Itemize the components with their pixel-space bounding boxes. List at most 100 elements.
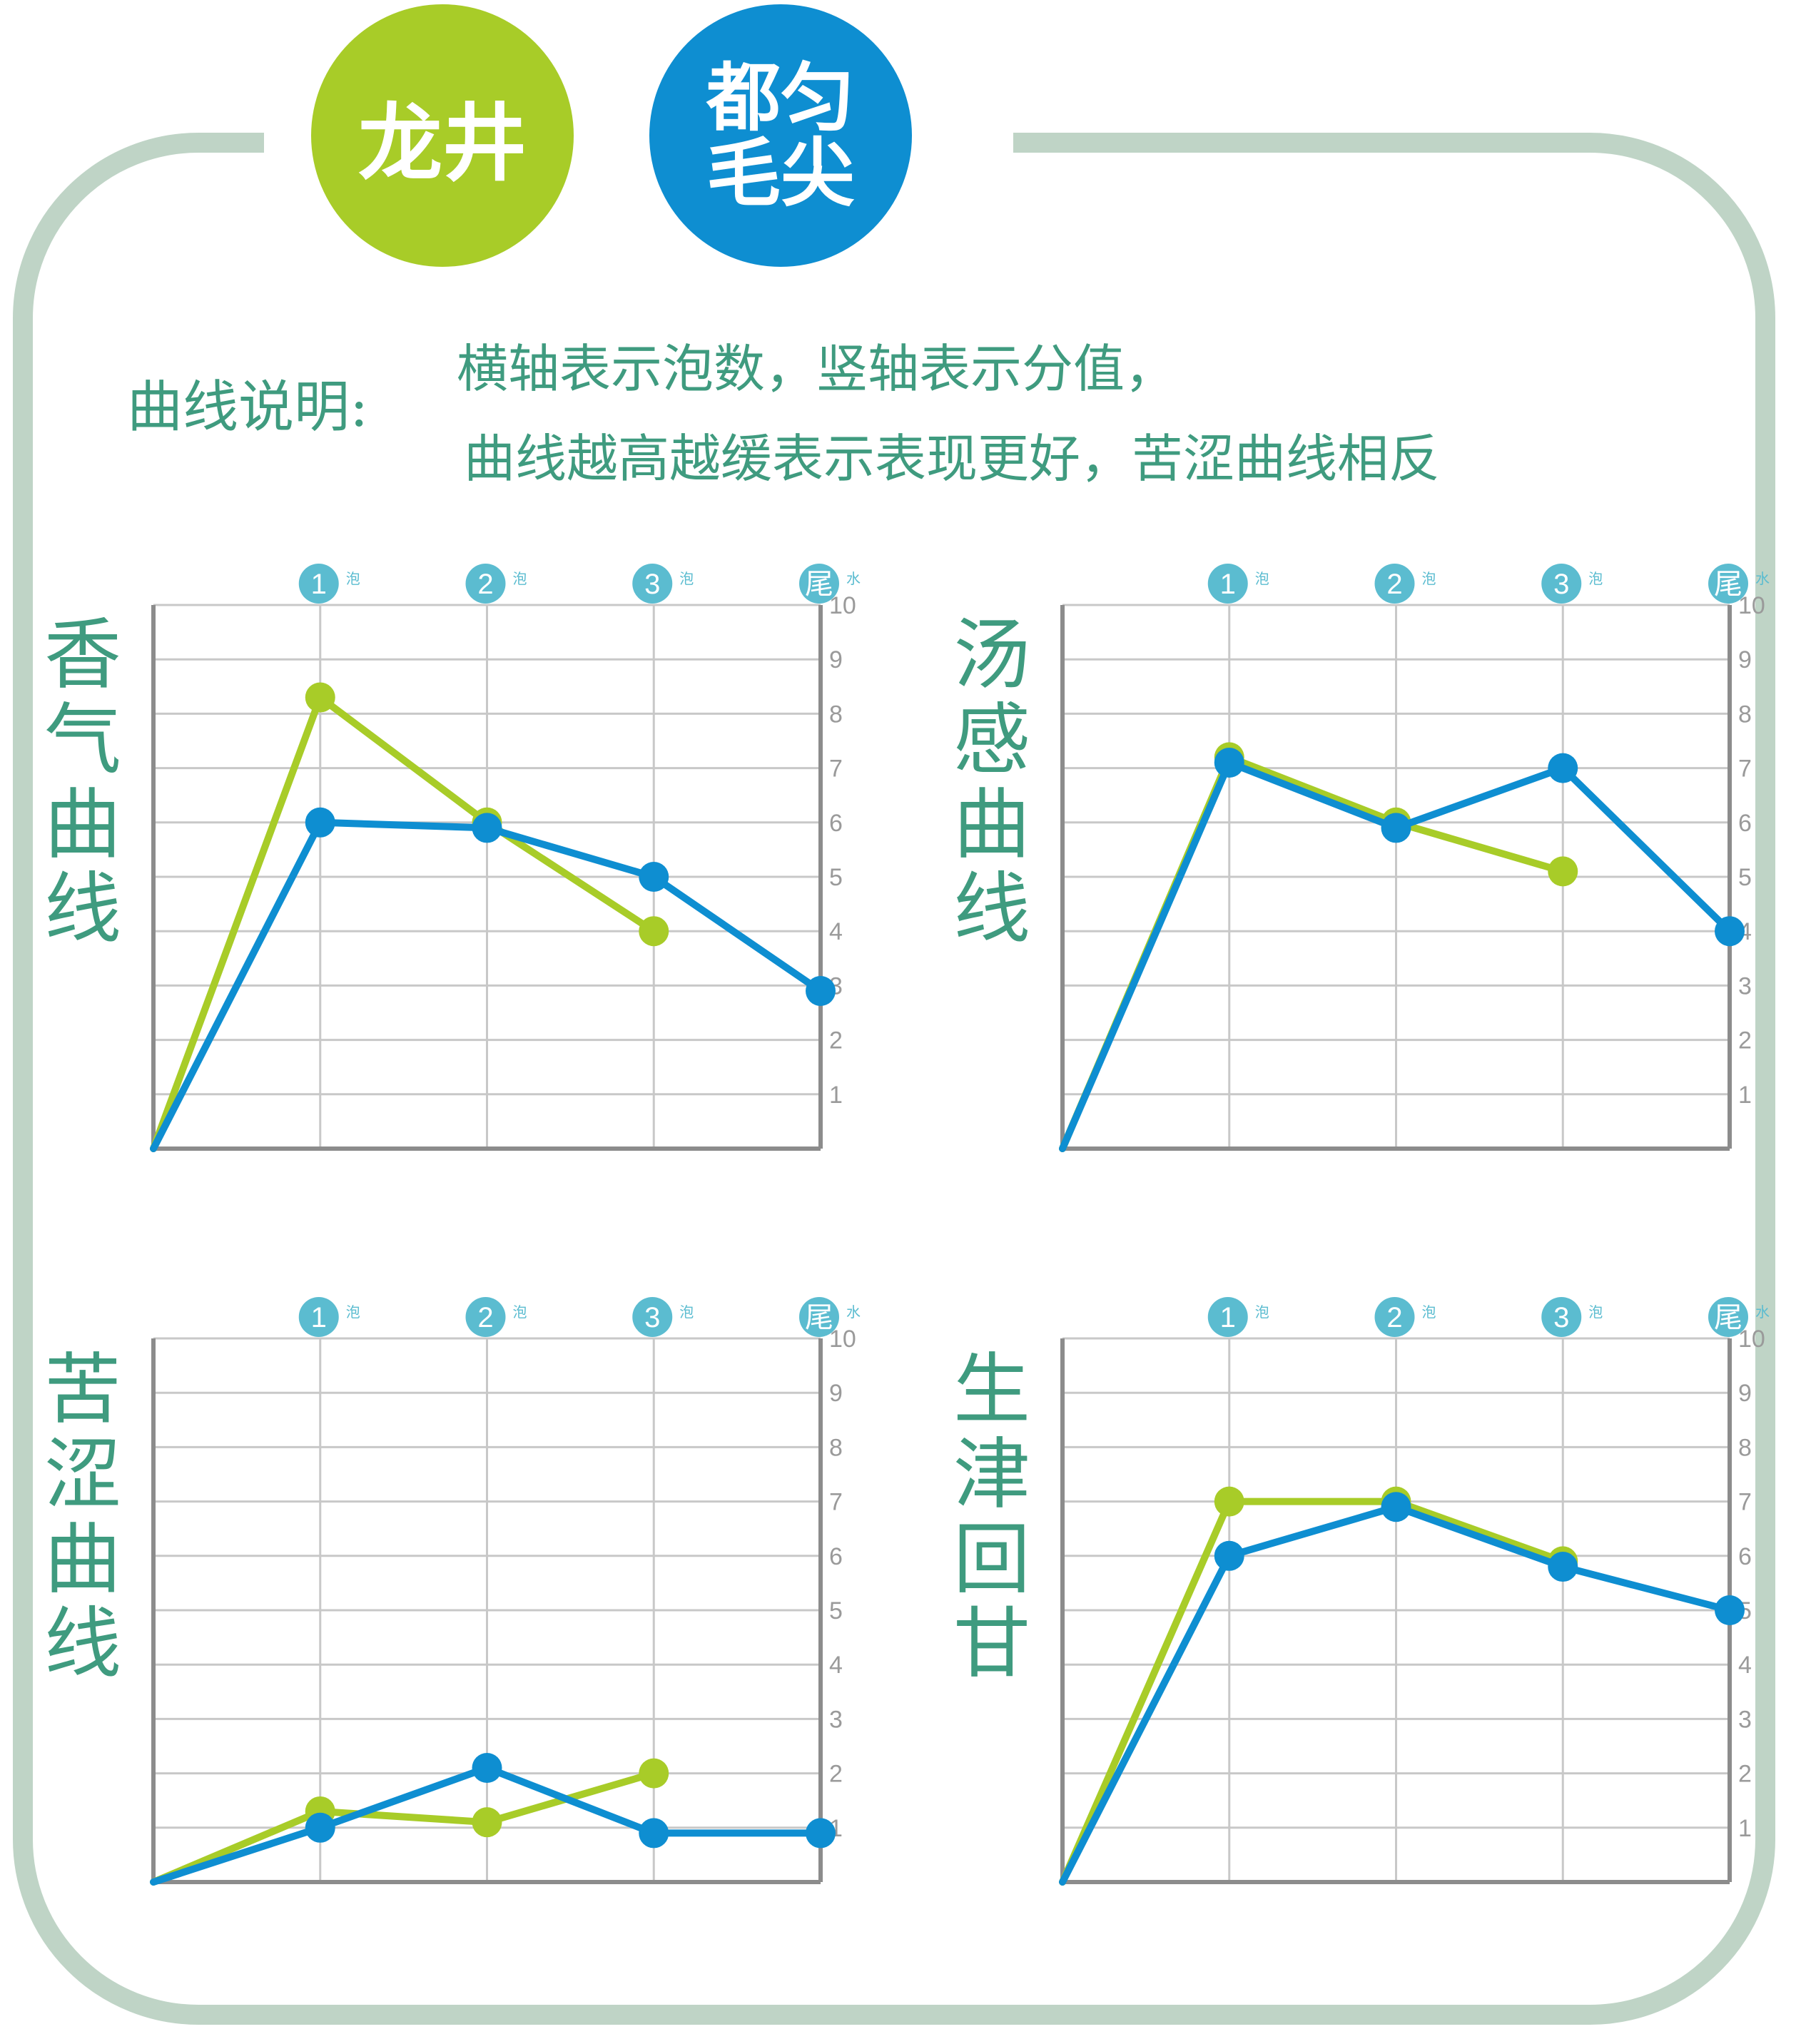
data-point-duyun: [472, 813, 502, 843]
x-tick-badge: [1374, 564, 1415, 604]
data-point-duyun: [1548, 753, 1578, 783]
x-tick-badge: [1708, 1297, 1748, 1337]
x-tick-badge: [465, 1297, 506, 1337]
data-point-duyun: [472, 1752, 502, 1783]
x-tick-suffix: 泡: [1255, 571, 1269, 587]
x-tick-badge: [298, 1297, 339, 1337]
chart-title-mouthfeel: 汤感曲线: [953, 611, 1030, 955]
x-tick-suffix: 泡: [346, 571, 360, 587]
y-tick-label: 6: [829, 810, 843, 837]
x-tick-badge: [1374, 1297, 1415, 1337]
x-tick-label: 1: [311, 1302, 327, 1333]
chart-bitterness: 123456789101 泡 2 泡 3 泡尾水: [150, 1297, 861, 1886]
y-tick-label: 1: [1738, 1815, 1752, 1842]
legend-label: 曲线说明:: [127, 375, 369, 439]
y-tick-label: 3: [1738, 1706, 1752, 1733]
data-point-longjing: [1214, 1486, 1244, 1517]
x-tick-suffix: 泡: [1255, 1304, 1269, 1321]
x-tick-label: 尾: [1714, 569, 1742, 600]
data-point-duyun: [1715, 916, 1745, 947]
duyun-badge-line1: 都匀: [706, 54, 855, 141]
x-tick-badge: [1708, 564, 1748, 604]
x-tick-badge: [465, 564, 506, 604]
y-tick-label: 8: [829, 1434, 843, 1461]
y-tick-label: 2: [1738, 1027, 1752, 1054]
y-tick-label: 4: [829, 918, 843, 945]
x-tick-label: 3: [644, 1302, 660, 1333]
y-tick-label: 8: [1738, 701, 1752, 728]
data-point-longjing: [639, 916, 669, 947]
x-tick-label: 2: [1386, 1302, 1402, 1333]
duyun-badge-line2: 毛尖: [706, 130, 855, 217]
y-tick-label: 1: [829, 1082, 843, 1109]
y-tick-label: 1: [1738, 1082, 1752, 1109]
data-point-longjing: [639, 1758, 669, 1789]
x-tick-suffix: 水: [846, 571, 861, 587]
data-point-duyun: [639, 1818, 669, 1849]
data-point-duyun: [1381, 1492, 1411, 1522]
chart-aftertaste: 123456789101 泡 2 泡 3 泡尾水: [1059, 1297, 1770, 1886]
x-tick-label: 1: [1220, 1302, 1236, 1333]
y-tick-label: 2: [829, 1761, 843, 1788]
y-tick-label: 3: [1738, 972, 1752, 1000]
x-tick-label: 3: [644, 569, 660, 600]
y-tick-label: 2: [829, 1027, 843, 1054]
y-tick-label: 4: [1738, 1652, 1752, 1679]
y-tick-label: 2: [1738, 1761, 1752, 1788]
y-tick-label: 6: [1738, 1543, 1752, 1570]
y-tick-label: 8: [1738, 1434, 1752, 1461]
chart-title-aftertaste: 生津回甘: [953, 1346, 1030, 1689]
x-tick-label: 尾: [1714, 1302, 1742, 1333]
y-tick-label: 4: [829, 1652, 843, 1679]
chart-title-bitterness: 苦涩曲线: [44, 1346, 121, 1689]
data-point-duyun: [1715, 1595, 1745, 1625]
y-tick-label: 5: [1738, 864, 1752, 891]
x-tick-suffix: 水: [1755, 571, 1770, 587]
x-tick-label: 2: [477, 1302, 493, 1333]
x-tick-suffix: 泡: [1588, 1304, 1603, 1321]
y-tick-label: 9: [1738, 1380, 1752, 1407]
x-tick-badge: [632, 564, 673, 604]
data-point-longjing: [1548, 856, 1578, 887]
series-line-longjing: [1059, 753, 1567, 1152]
data-point-duyun: [1214, 1540, 1244, 1571]
x-tick-label: 3: [1553, 1302, 1569, 1333]
legend-line-2: 曲线越高越缓表示表现更好，苦涩曲线相反: [464, 429, 1441, 489]
data-point-duyun: [1548, 1552, 1578, 1582]
chart-title-aroma: 香气曲线: [44, 611, 121, 955]
legend-line-1: 横轴表示泡数，竖轴表示分值，: [457, 339, 1177, 399]
x-tick-suffix: 泡: [513, 1304, 527, 1321]
data-point-duyun: [639, 862, 669, 892]
y-tick-label: 7: [1738, 756, 1752, 783]
y-tick-label: 5: [829, 864, 843, 891]
x-tick-suffix: 水: [846, 1304, 861, 1321]
x-tick-suffix: 泡: [513, 571, 527, 587]
data-point-duyun: [1214, 747, 1244, 778]
data-point-duyun: [305, 807, 335, 838]
x-tick-suffix: 水: [1755, 1304, 1770, 1321]
x-tick-badge: [799, 564, 839, 604]
x-tick-label: 1: [311, 569, 327, 600]
x-tick-badge: [1207, 1297, 1248, 1337]
x-tick-badge: [799, 1297, 839, 1337]
y-tick-label: 9: [829, 1380, 843, 1407]
data-point-duyun: [1381, 813, 1411, 843]
duyun-maojian-badge: 都匀 毛尖: [649, 4, 912, 267]
y-tick-label: 3: [829, 1706, 843, 1733]
x-tick-label: 2: [1386, 569, 1402, 600]
chart-mouthfeel: 123456789101 泡 2 泡 3 泡尾水: [1059, 564, 1770, 1152]
x-tick-label: 1: [1220, 569, 1236, 600]
x-tick-suffix: 泡: [346, 1304, 360, 1321]
x-tick-suffix: 泡: [679, 1304, 694, 1321]
series-line-longjing: [1059, 1498, 1567, 1886]
data-point-duyun: [806, 976, 836, 1007]
x-tick-label: 2: [477, 569, 493, 600]
data-point-duyun: [806, 1818, 836, 1849]
y-tick-label: 6: [829, 1543, 843, 1570]
y-tick-label: 9: [829, 646, 843, 673]
chart-aroma: 123456789101 泡 2 泡 3 泡尾水: [150, 564, 861, 1152]
x-tick-badge: [1541, 1297, 1582, 1337]
longjing-badge-text: 龙井: [357, 93, 527, 193]
x-tick-suffix: 泡: [1422, 1304, 1436, 1321]
data-point-longjing: [472, 1807, 502, 1838]
